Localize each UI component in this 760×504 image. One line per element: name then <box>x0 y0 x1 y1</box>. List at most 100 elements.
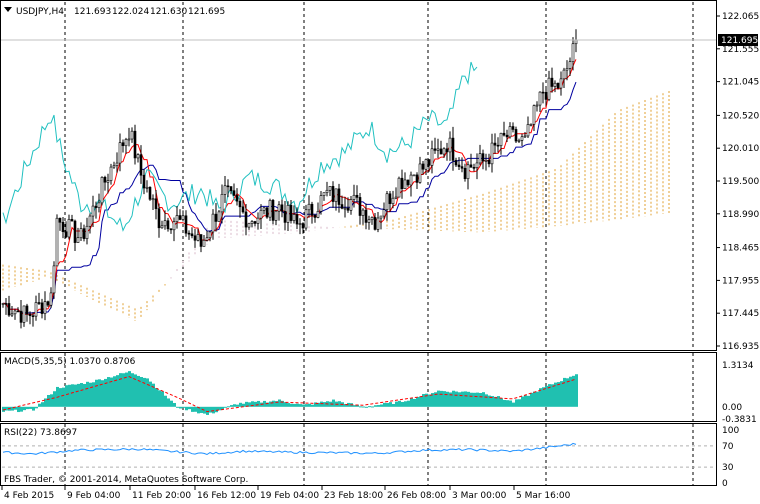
candle-body <box>121 142 125 147</box>
dropdown-triangle-icon[interactable] <box>4 7 12 12</box>
candle-body <box>535 104 539 107</box>
candle-body <box>337 188 341 205</box>
kijun-sen-line <box>3 81 577 314</box>
rsi-axis: 100 70 30 0 <box>722 426 739 489</box>
candle-body <box>529 123 533 126</box>
vertical-grid <box>64 2 694 485</box>
macd-bar <box>497 396 500 407</box>
candle-body <box>205 237 209 241</box>
macd-bar <box>278 399 281 407</box>
macd-bar <box>404 401 407 407</box>
macd-bar <box>434 392 437 407</box>
macd-bar <box>53 391 56 407</box>
macd-bar <box>2 406 5 412</box>
candle-body <box>316 210 320 218</box>
candle-body <box>340 204 344 209</box>
macd-bar <box>95 379 98 407</box>
macd-bar <box>224 406 227 408</box>
macd-bar <box>425 393 428 407</box>
macd-bar <box>428 394 431 407</box>
candle-body <box>214 213 218 222</box>
macd-bar <box>44 398 47 407</box>
candle-body <box>397 177 401 198</box>
candle-body <box>160 225 164 229</box>
macd-bar <box>431 393 434 407</box>
macd-bar <box>401 401 404 407</box>
macd-bar <box>392 404 395 407</box>
candle-body <box>91 205 95 217</box>
time-axis: 4 Feb 2015 9 Feb 04:00 11 Feb 20:00 16 Feb … <box>1 486 571 501</box>
candle-body <box>148 186 152 200</box>
macd-bar <box>317 402 320 407</box>
macd-bar <box>518 399 521 407</box>
candle-body <box>82 228 86 239</box>
candle-body <box>112 165 116 168</box>
macd-bar <box>494 396 497 407</box>
candle-body <box>25 305 29 315</box>
candle-body <box>346 207 350 211</box>
macd-bar <box>470 392 473 407</box>
macd-bar <box>254 401 257 407</box>
candle-body <box>481 153 485 162</box>
macd-bar <box>443 391 446 407</box>
time-tick-label: 26 Feb 08:00 <box>387 491 446 501</box>
rsi-line-group <box>2 442 714 468</box>
macd-bar <box>71 384 74 407</box>
candle-body <box>475 162 479 168</box>
macd-bar <box>380 404 383 407</box>
macd-bar <box>251 401 254 407</box>
candle-body <box>280 204 284 212</box>
candlesticks <box>1 29 578 329</box>
candle-body <box>118 142 122 164</box>
macd-bar <box>185 406 188 411</box>
macd-bar <box>467 391 470 407</box>
macd-bar <box>272 400 275 407</box>
candle-body <box>211 213 215 233</box>
macd-bar <box>551 384 554 407</box>
candle-body <box>367 219 371 223</box>
candle-body <box>268 200 272 218</box>
candle-body <box>10 313 14 316</box>
macd-bar <box>239 402 242 407</box>
candle-body <box>190 233 194 237</box>
macd-tick-label: 0.00 <box>722 403 742 413</box>
macd-bar <box>422 394 425 407</box>
macd-bar <box>488 395 491 407</box>
macd-bar <box>407 400 410 407</box>
candle-body <box>100 177 104 204</box>
rsi-title: RSI(22) 73.8697 <box>4 428 77 438</box>
time-tick-label: 4 Feb 2015 <box>4 491 54 501</box>
macd-bar <box>545 385 548 407</box>
candle-body <box>406 179 410 186</box>
macd-bar <box>137 375 140 407</box>
macd-title: MACD(5,35,5) 1.0370 0.8706 <box>4 357 136 367</box>
candle-body <box>373 217 377 230</box>
macd-bar <box>332 399 335 407</box>
macd-bar <box>515 399 518 407</box>
macd-bar <box>446 391 449 407</box>
macd-bar <box>131 373 134 407</box>
macd-bar <box>416 396 419 407</box>
candle-body <box>175 215 179 222</box>
macd-bar <box>47 394 50 407</box>
macd-tick-label: 1.3134 <box>722 361 754 371</box>
candle-body <box>493 142 497 146</box>
candle-body <box>424 159 428 170</box>
ohlc-open: 121.693 <box>74 7 111 17</box>
candle-body <box>58 217 62 223</box>
candle-body <box>511 126 515 130</box>
candle-body <box>325 189 329 193</box>
macd-bar <box>473 392 476 407</box>
price-tick-label: 116.935 <box>722 342 759 352</box>
macd-bar <box>344 404 347 407</box>
macd-bar <box>236 404 239 407</box>
macd-bar <box>386 403 389 407</box>
price-tick-label: 120.520 <box>722 111 759 121</box>
candle-body <box>271 200 275 221</box>
candle-body <box>247 223 251 228</box>
ohlc-close: 121.695 <box>188 7 225 17</box>
macd-bar <box>23 406 26 411</box>
macd-bar <box>524 395 527 407</box>
macd-bar <box>377 405 380 407</box>
